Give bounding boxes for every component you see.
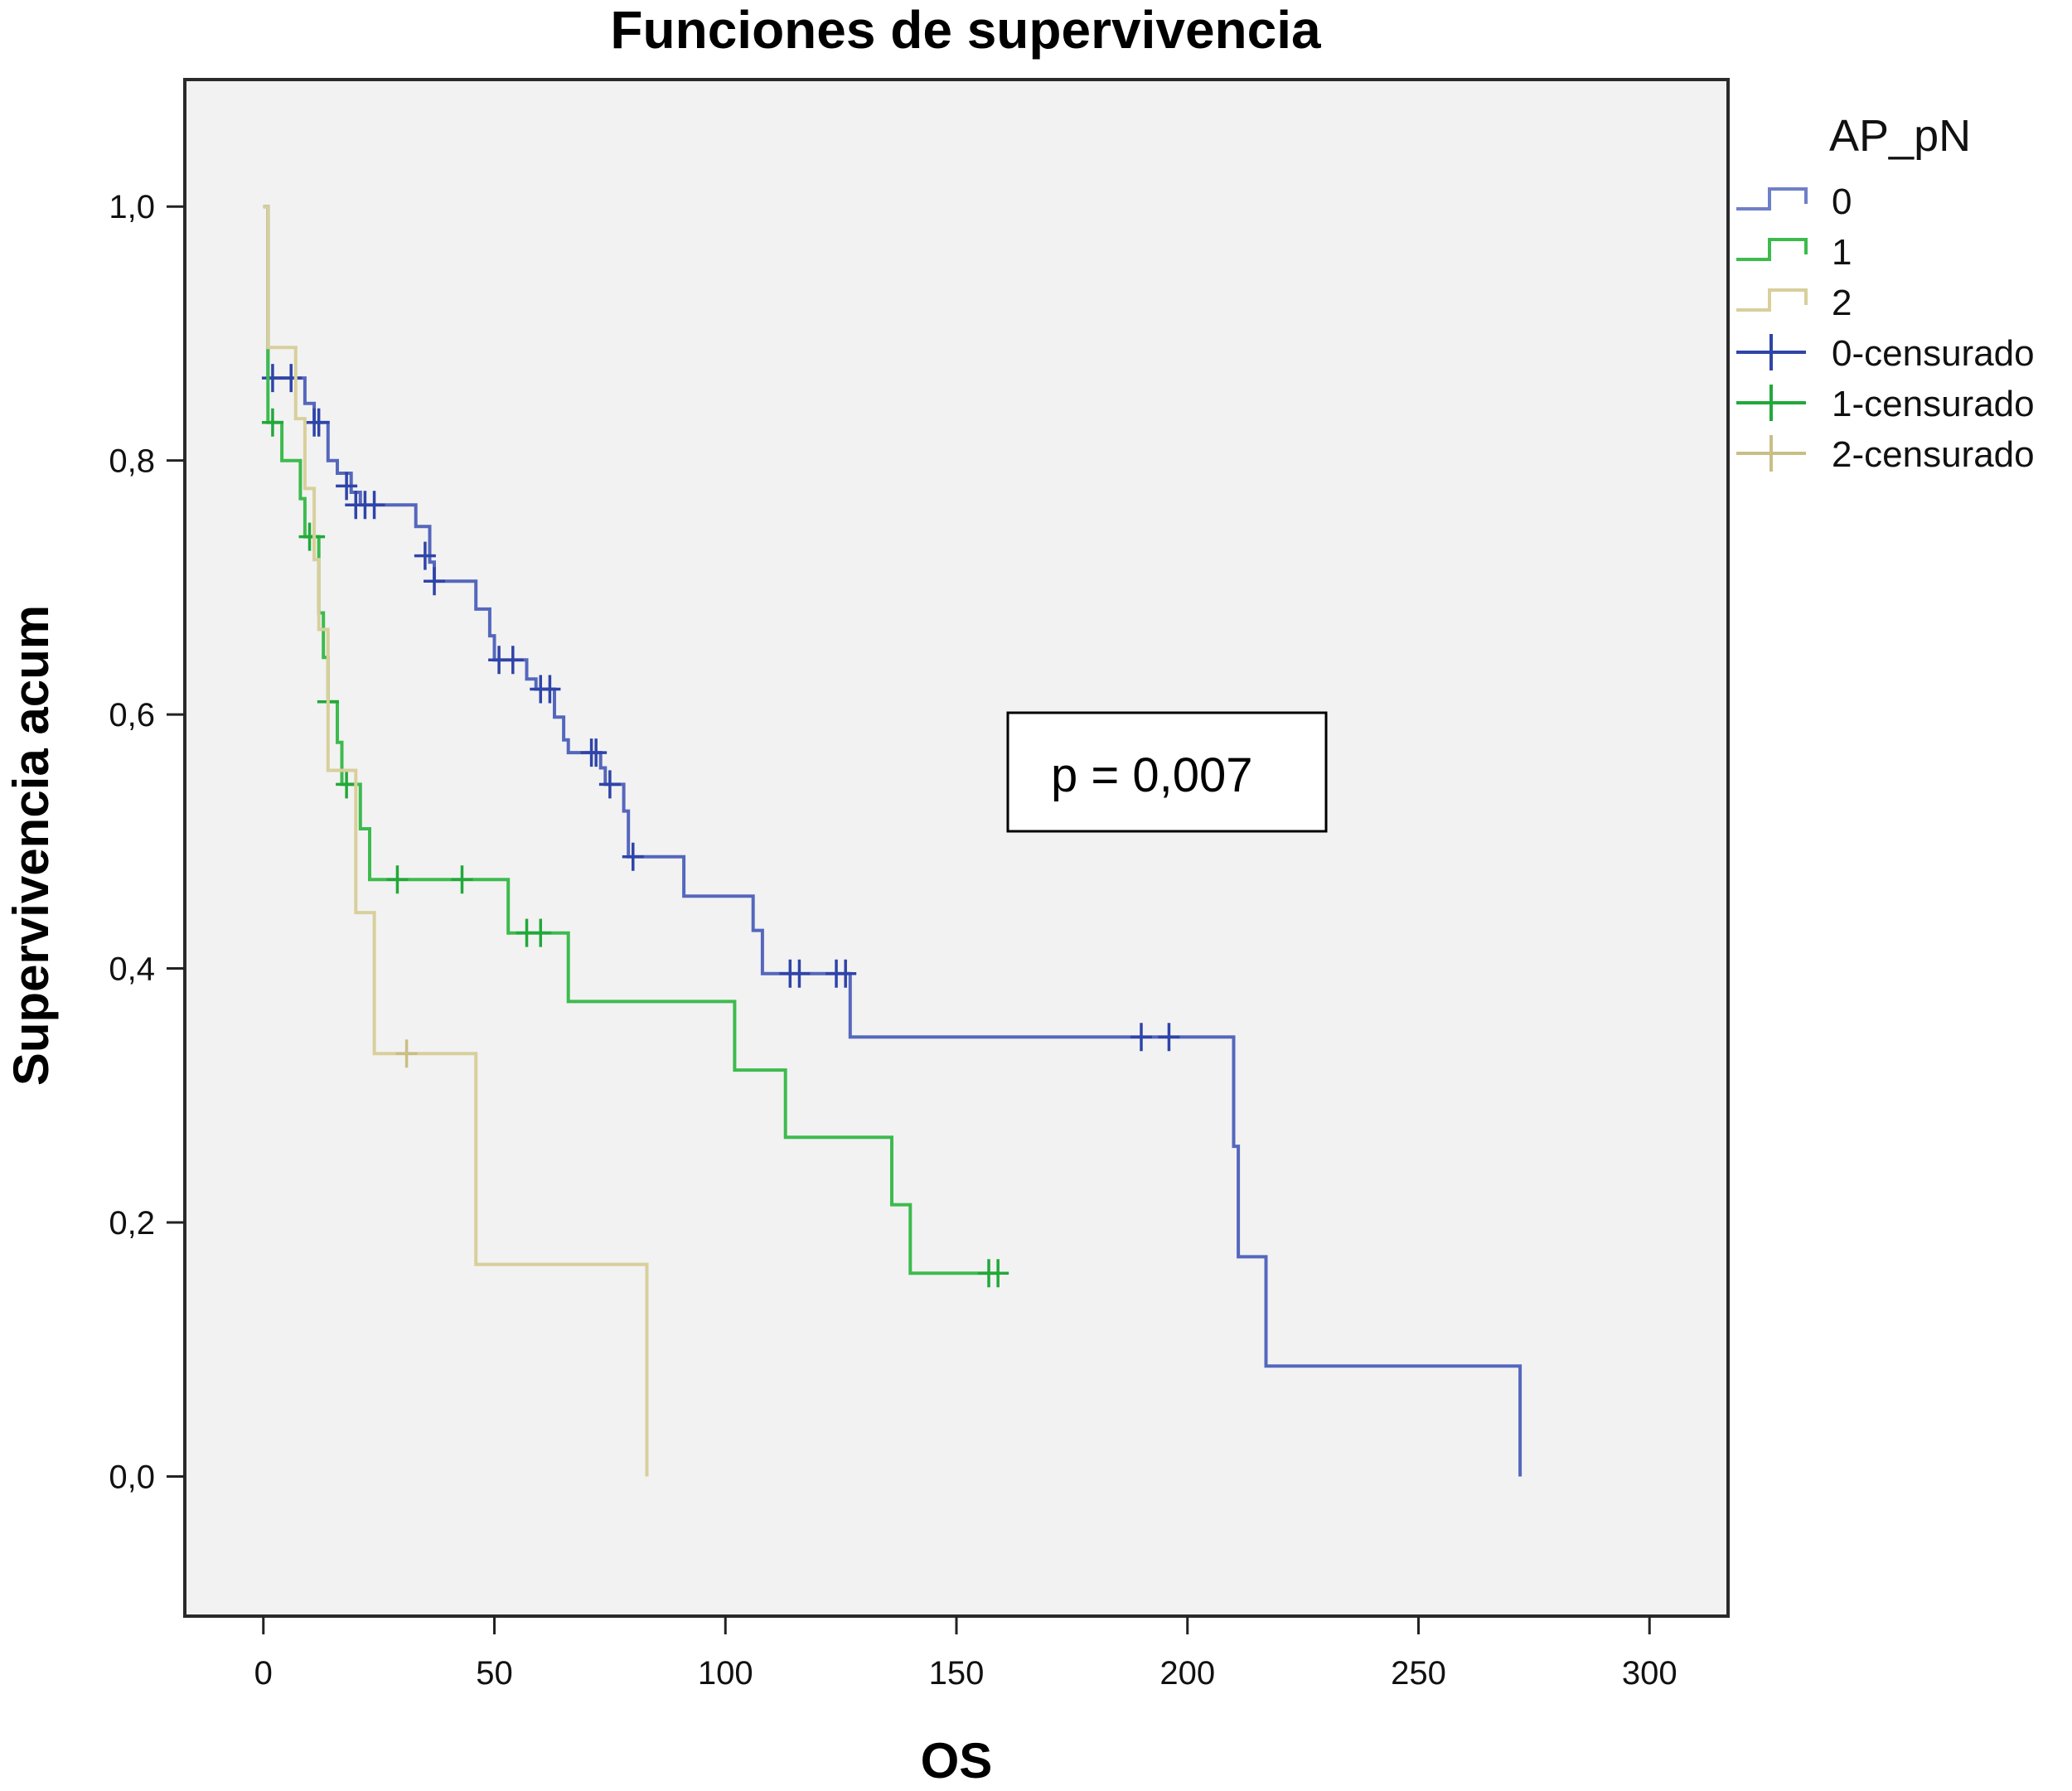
survival-curve-2 <box>263 205 649 1477</box>
censor-mark-0 <box>336 472 358 501</box>
censor-mark-0 <box>539 675 561 704</box>
censor-mark-0 <box>788 959 811 988</box>
legend-label: 1 <box>1832 232 1852 273</box>
censor-mark-1 <box>336 770 358 799</box>
legend: AP_pN 0 1 2 0-censurado 1-censurado 2-censura… <box>1736 111 2035 475</box>
legend-label: 1-censurado <box>1832 384 2035 424</box>
censor-mark-0 <box>501 646 524 675</box>
legend-items: 0 1 2 0-censurado 1-censurado 2-censurado <box>1736 182 2035 475</box>
x-tick-label: 50 <box>476 1655 513 1692</box>
y-axis-title: Supervivencia acum <box>3 605 59 1086</box>
y-tick-label: 0,0 <box>109 1459 155 1495</box>
y-tick-label: 0,2 <box>109 1205 155 1242</box>
censor-mark-2 <box>395 1039 418 1068</box>
censor-mark-1 <box>987 1259 1009 1288</box>
censor-mark-0 <box>280 364 303 393</box>
legend-swatch-0-censurado <box>1736 334 1806 370</box>
censor-mark-0 <box>1130 1023 1152 1052</box>
survival-curve-1 <box>263 205 999 1275</box>
plot-area <box>183 78 1730 1618</box>
censor-mark-1 <box>261 408 283 437</box>
censor-mark-0 <box>424 567 446 596</box>
legend-title: AP_pN <box>1829 111 1971 161</box>
legend-label: 0 <box>1832 182 1852 222</box>
series-layer <box>261 205 1523 1477</box>
censor-mark-0 <box>1158 1023 1180 1052</box>
censor-mark-0 <box>622 842 644 871</box>
legend-swatch-0 <box>1736 187 1808 211</box>
y-tick-label: 0,8 <box>109 443 155 480</box>
annotation-box: p = 0,007 <box>1006 711 1328 833</box>
legend-label: 2-censurado <box>1832 434 2035 475</box>
chart-title: Funciones de supervivencia <box>610 0 1321 60</box>
censor-mark-0 <box>261 364 283 393</box>
y-tick-label: 0,6 <box>109 697 155 733</box>
x-tick-label: 250 <box>1391 1655 1446 1692</box>
p-value-label: p = 0,007 <box>1051 748 1253 802</box>
censor-mark-0 <box>363 491 385 520</box>
y-tick-label: 1,0 <box>109 189 155 225</box>
x-tick-label: 0 <box>254 1655 273 1692</box>
censor-mark-0 <box>585 738 608 767</box>
censor-mark-0 <box>598 770 621 799</box>
legend-label: 2 <box>1832 283 1852 323</box>
censor-mark-1 <box>386 865 409 894</box>
x-axis-title: OS <box>921 1733 993 1789</box>
annotation-border <box>1006 711 1328 833</box>
legend-swatch-1 <box>1736 238 1808 261</box>
y-tick-label: 0,4 <box>109 951 155 988</box>
y-axis: 0,0 0,2 0,4 0,6 0,8 1,0 <box>109 189 185 1495</box>
legend-swatch-2-censurado <box>1736 435 1806 472</box>
x-axis: 0 50 100 150 200 250 300 <box>254 1616 1677 1692</box>
survival-curve-0 <box>263 205 1523 1477</box>
censor-mark-1 <box>530 918 552 947</box>
x-tick-label: 150 <box>929 1655 985 1692</box>
censor-mark-0 <box>835 959 857 988</box>
legend-swatch-2 <box>1736 288 1808 312</box>
x-tick-label: 100 <box>698 1655 753 1692</box>
x-tick-label: 200 <box>1159 1655 1215 1692</box>
censor-mark-0 <box>307 408 330 437</box>
legend-label: 0-censurado <box>1832 333 2035 374</box>
legend-swatch-1-censurado <box>1736 385 1806 421</box>
x-tick-label: 300 <box>1622 1655 1677 1692</box>
censor-mark-1 <box>451 865 473 894</box>
censor-mark-0 <box>414 541 436 570</box>
